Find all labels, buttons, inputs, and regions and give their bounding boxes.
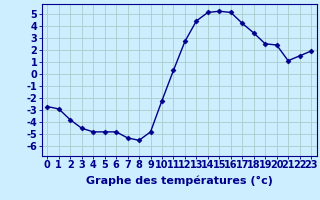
X-axis label: Graphe des températures (°c): Graphe des températures (°c) — [86, 176, 273, 186]
